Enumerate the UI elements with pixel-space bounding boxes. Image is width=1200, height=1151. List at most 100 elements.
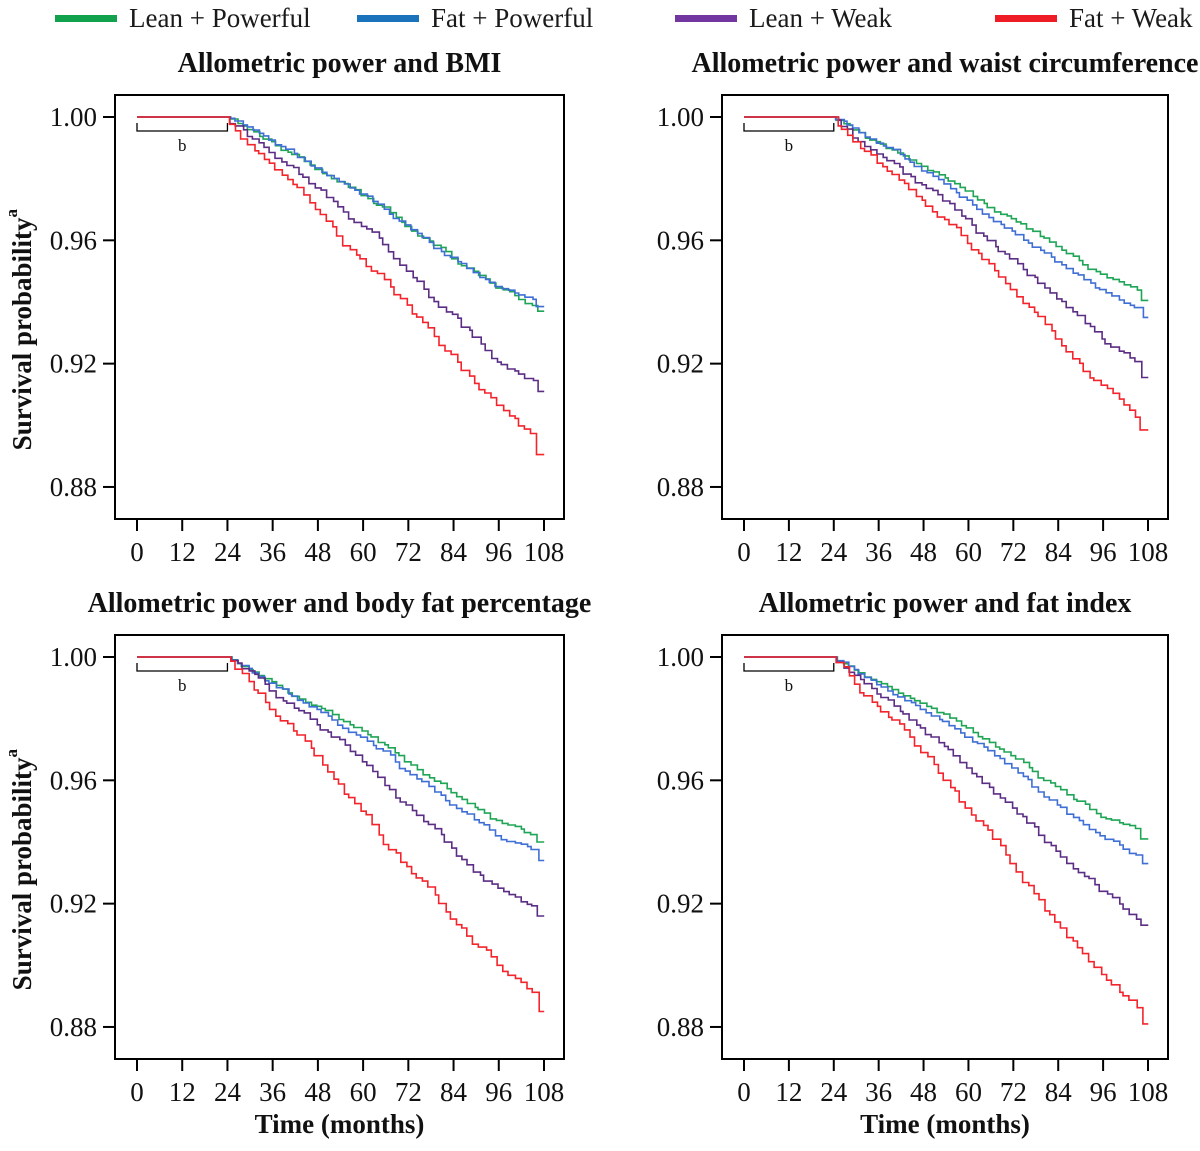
plot-border	[721, 94, 1169, 520]
curve-fat-powerful	[744, 656, 1149, 865]
x-tick-label: 72	[395, 1077, 422, 1107]
x-tick-label: 60	[955, 1077, 982, 1107]
bracket-annotation	[136, 663, 229, 672]
legend-label: Fat + Weak	[1069, 3, 1193, 33]
x-tick-label: 96	[1090, 537, 1117, 567]
x-tick-label: 60	[350, 1077, 377, 1107]
x-tick-label: 24	[214, 537, 242, 567]
y-tick-label: 0.96	[50, 765, 97, 795]
y-tick-label: 0.96	[657, 225, 704, 255]
y-tick-label: 0.92	[50, 889, 97, 919]
x-tick-label: 48	[910, 1077, 937, 1107]
x-tick-label: 24	[214, 1077, 242, 1107]
bracket-annotation	[136, 123, 229, 132]
x-axis-label: Time (months)	[255, 1109, 425, 1139]
x-tick-label: 48	[910, 537, 937, 567]
legend-label: Lean + Weak	[749, 3, 892, 33]
curve-lean-weak	[744, 656, 1149, 926]
chart-panel-fat-index: Allometric power and fat index 1.00 0.96 0.…	[657, 588, 1169, 1139]
legend-swatch-lean-weak	[675, 14, 737, 22]
curve-lean-powerful	[137, 656, 545, 843]
x-tick-label: 72	[395, 537, 422, 567]
curve-fat-powerful	[137, 116, 545, 308]
x-tick-label: 0	[737, 1077, 751, 1107]
bracket-annotation-label: b	[178, 136, 187, 155]
plot-border	[721, 634, 1169, 1060]
x-tick-label: 12	[775, 1077, 802, 1107]
chart-panel-body-fat-percentage: Allometric power and body fat percentage…	[50, 588, 592, 1139]
x-tick-label: 12	[775, 537, 802, 567]
curve-fat-powerful	[137, 656, 545, 862]
bracket-annotation	[743, 663, 835, 672]
curve-fat-weak	[744, 116, 1149, 431]
curve-lean-weak	[137, 656, 545, 917]
curve-fat-powerful	[744, 116, 1149, 319]
legend-swatch-lean-powerful	[55, 14, 117, 22]
curve-fat-weak	[137, 656, 545, 1013]
y-tick-label: 0.96	[657, 765, 704, 795]
bracket-annotation-label: b	[785, 136, 794, 155]
x-tick-label: 12	[169, 1077, 196, 1107]
x-tick-label: 108	[524, 537, 565, 567]
y-tick-label: 0.88	[657, 1012, 704, 1042]
x-tick-label: 0	[737, 537, 751, 567]
legend-item-lean-weak: Lean + Weak	[675, 2, 892, 34]
panel-title-allometric-power-and-waist-circumference: Allometric power and waist circumference	[692, 48, 1199, 79]
figure-legend: Lean + Powerful Fat + Powerful Lean + We…	[0, 0, 1200, 38]
curve-lean-powerful	[137, 116, 545, 312]
bracket-annotation-label: b	[785, 676, 794, 695]
legend-label: Lean + Powerful	[129, 3, 311, 33]
legend-item-fat-weak: Fat + Weak	[995, 2, 1193, 34]
x-tick-label: 72	[1000, 1077, 1027, 1107]
x-tick-label: 24	[820, 1077, 848, 1107]
x-tick-label: 60	[350, 537, 377, 567]
x-tick-label: 48	[304, 537, 331, 567]
x-tick-label: 36	[865, 537, 892, 567]
legend-swatch-fat-weak	[995, 14, 1057, 22]
x-tick-label: 0	[130, 1077, 144, 1107]
x-tick-label: 108	[1128, 537, 1169, 567]
plot-border	[114, 634, 565, 1060]
curve-lean-powerful	[744, 656, 1149, 840]
plot-border	[114, 94, 565, 520]
bracket-annotation-label: b	[178, 676, 187, 695]
curve-lean-weak	[137, 116, 545, 393]
y-tick-label: 0.88	[657, 472, 704, 502]
curve-lean-weak	[744, 116, 1149, 379]
panel-title-allometric-power-and-bmi: Allometric power and BMI	[178, 48, 502, 79]
bracket-annotation	[743, 123, 835, 132]
panel-title-allometric-power-and-body-fat-percentage: Allometric power and body fat percentage	[88, 588, 592, 619]
x-tick-label: 36	[259, 1077, 286, 1107]
legend-item-lean-powerful: Lean + Powerful	[55, 2, 311, 34]
x-tick-label: 84	[1045, 537, 1073, 567]
y-tick-label: 0.92	[50, 349, 97, 379]
x-tick-label: 84	[1045, 1077, 1073, 1107]
x-tick-label: 108	[524, 1077, 565, 1107]
legend-swatch-fat-powerful	[357, 14, 419, 22]
x-tick-label: 12	[169, 537, 196, 567]
x-tick-label: 60	[955, 537, 982, 567]
x-tick-label: 108	[1128, 1077, 1169, 1107]
x-tick-label: 96	[1090, 1077, 1117, 1107]
legend-label: Fat + Powerful	[431, 3, 594, 33]
chart-panel-waist-circumference: Allometric power and waist circumference…	[657, 48, 1199, 567]
curve-fat-weak	[137, 116, 545, 456]
x-tick-label: 96	[485, 537, 512, 567]
x-tick-label: 24	[820, 537, 848, 567]
y-tick-label: 0.88	[50, 472, 97, 502]
x-tick-label: 48	[304, 1077, 331, 1107]
chart-panel-bmi: Allometric power and BMI 1.00 0.96 0.92 0.88…	[50, 48, 565, 567]
x-axis-label: Time (months)	[860, 1109, 1030, 1139]
x-tick-label: 84	[440, 537, 468, 567]
y-tick-label: 0.92	[657, 349, 704, 379]
y-tick-label: 0.96	[50, 225, 97, 255]
y-tick-label: 0.92	[657, 889, 704, 919]
x-tick-label: 96	[485, 1077, 512, 1107]
x-tick-label: 36	[865, 1077, 892, 1107]
curve-fat-weak	[744, 656, 1149, 1025]
panel-title-allometric-power-and-fat-index: Allometric power and fat index	[759, 588, 1132, 619]
y-tick-label: 1.00	[50, 102, 97, 132]
y-tick-label: 0.88	[50, 1012, 97, 1042]
y-tick-label: 1.00	[50, 642, 97, 672]
